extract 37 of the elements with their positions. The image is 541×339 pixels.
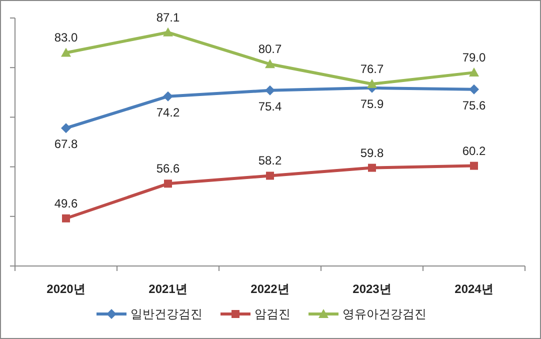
data-label: 67.8 — [54, 137, 78, 152]
point — [367, 78, 377, 88]
data-label: 80.7 — [258, 42, 282, 56]
data-label: 59.8 — [360, 146, 384, 160]
data-label: 56.6 — [156, 162, 180, 176]
x-tick-label: 2022년 — [250, 282, 290, 296]
point — [62, 214, 70, 222]
data-label: 83.0 — [54, 30, 78, 45]
x-tick-label: 2024년 — [454, 282, 494, 296]
point — [163, 27, 173, 36]
point — [61, 48, 71, 57]
legend-label: 영유아건강검진 — [342, 307, 426, 321]
point — [164, 180, 172, 188]
x-tick-label: 2020년 — [46, 282, 86, 296]
point — [470, 162, 478, 170]
x-tick-label: 2021년 — [148, 282, 188, 296]
data-label: 75.6 — [462, 98, 486, 112]
data-label: 76.7 — [360, 62, 384, 76]
data-label: 79.0 — [462, 50, 486, 65]
point — [265, 85, 275, 96]
data-label: 87.1 — [156, 10, 180, 24]
data-label: 75.9 — [360, 96, 384, 111]
legend-label: 암검진 — [254, 307, 290, 321]
data-label: 74.2 — [156, 105, 180, 120]
x-tick-label: 2023년 — [352, 282, 392, 296]
point — [265, 59, 275, 68]
data-label: 60.2 — [462, 144, 486, 158]
point — [469, 84, 479, 94]
point — [163, 91, 173, 102]
point — [368, 164, 376, 172]
data-label: 58.2 — [258, 154, 282, 168]
point — [61, 123, 71, 134]
data-label: 75.4 — [258, 99, 282, 114]
point — [266, 172, 274, 180]
legend-label: 일반건강검진 — [130, 307, 202, 321]
point — [469, 68, 479, 77]
data-label: 49.6 — [54, 196, 78, 210]
